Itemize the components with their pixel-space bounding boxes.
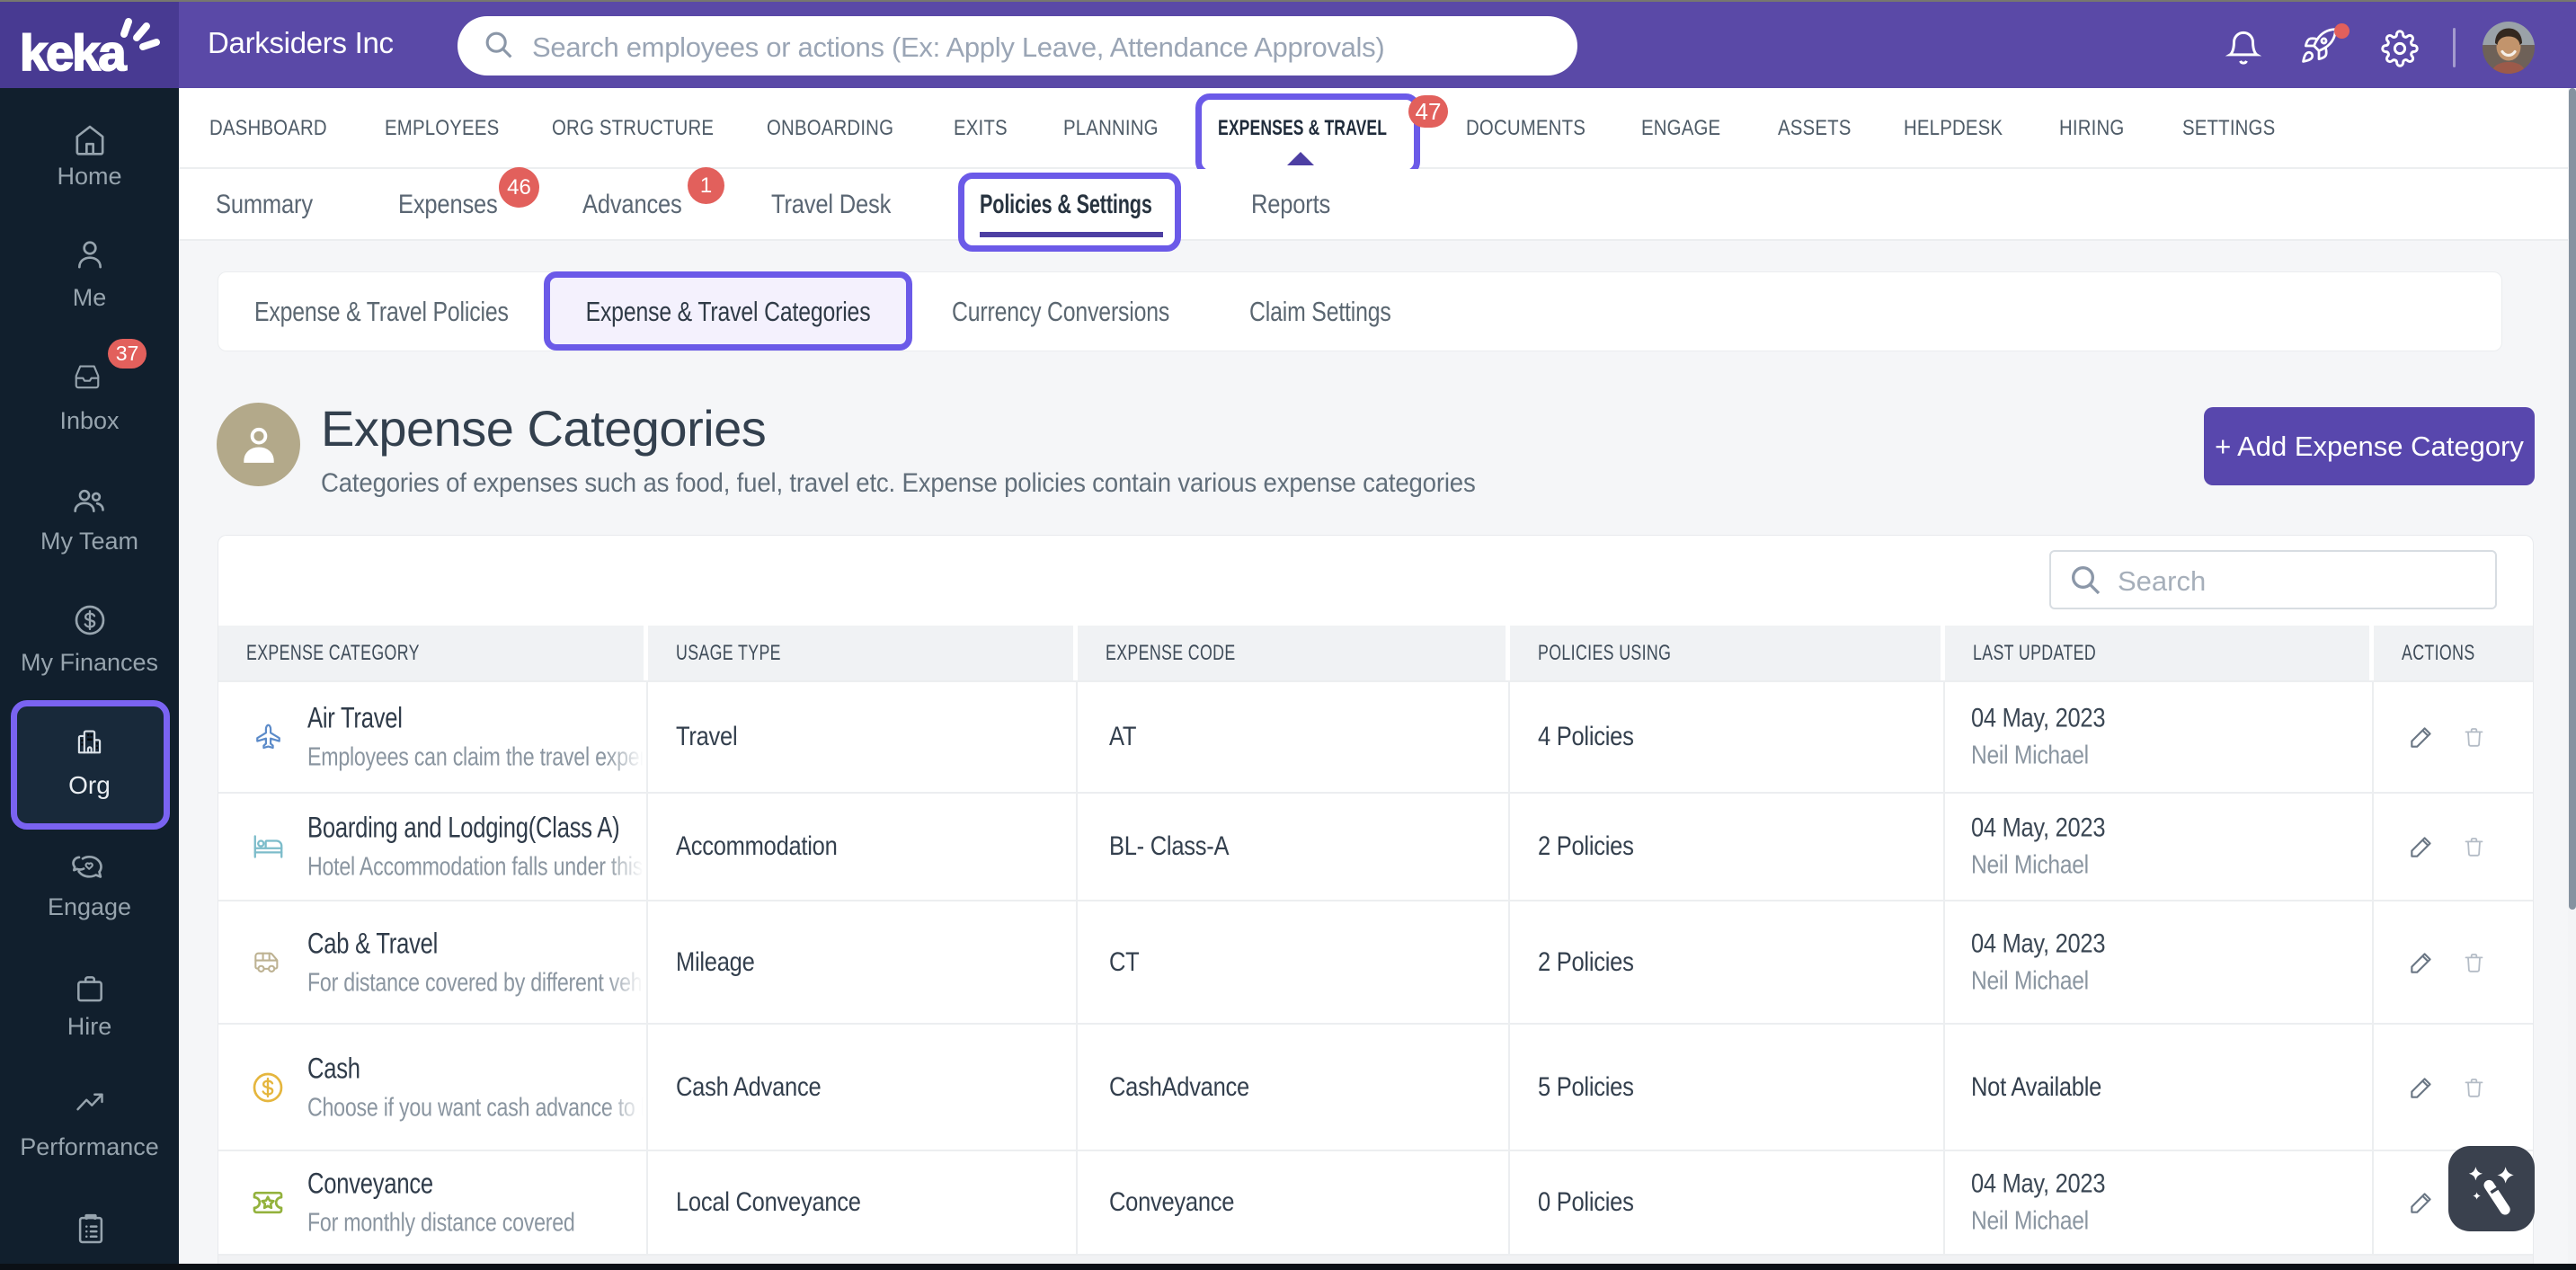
svg-text:keka: keka [20, 24, 127, 77]
